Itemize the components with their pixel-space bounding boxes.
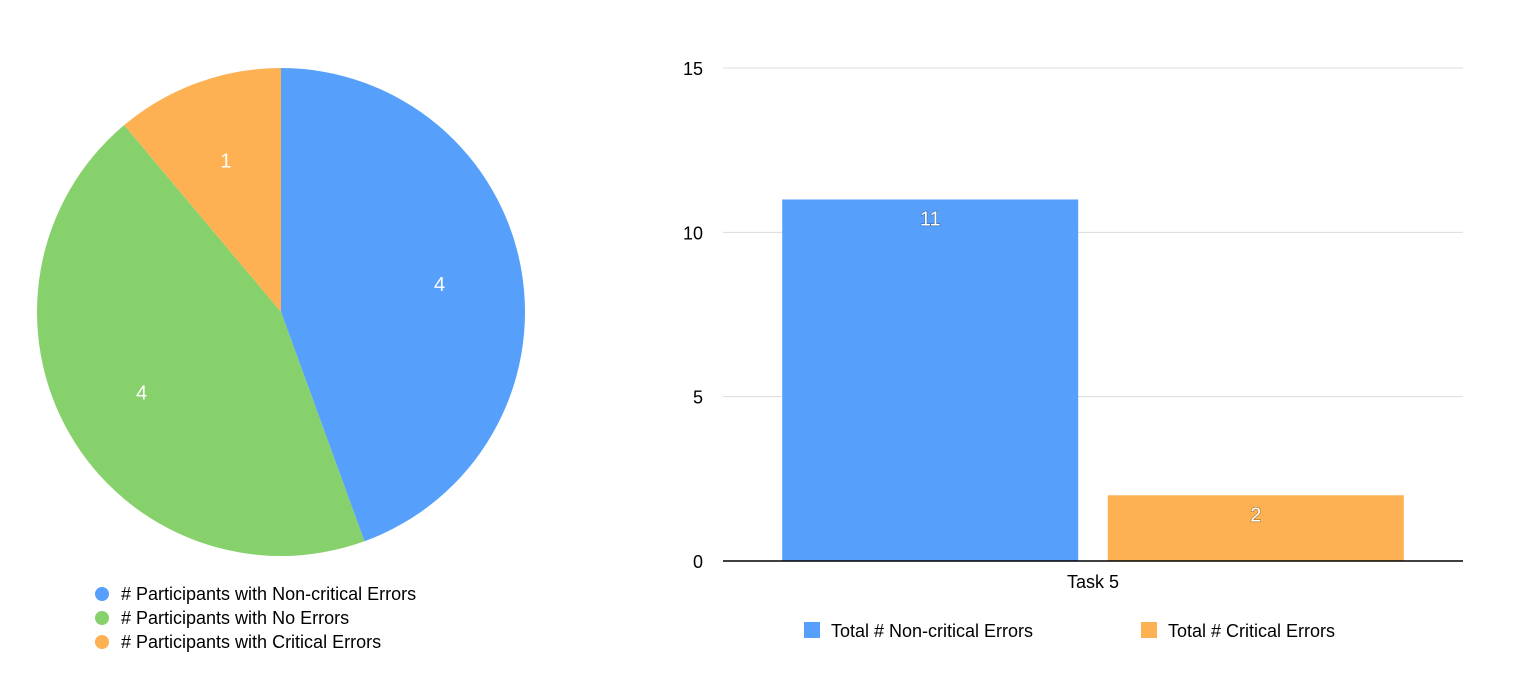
legend-marker xyxy=(95,611,109,625)
legend-label: # Participants with Non-critical Errors xyxy=(121,584,416,604)
legend-label: # Participants with No Errors xyxy=(121,608,349,628)
legend-marker xyxy=(95,635,109,649)
legend-marker xyxy=(804,622,820,638)
pie-legend: # Participants with Non-critical Errors #… xyxy=(95,584,416,652)
bar-data-label: 2 xyxy=(1250,504,1261,526)
bar-data-label: 11 xyxy=(920,208,941,230)
pie-slice xyxy=(281,68,525,542)
bar xyxy=(1107,495,1404,561)
legend-label: # Participants with Critical Errors xyxy=(121,632,381,652)
x-tick-label: Task 5 xyxy=(1067,572,1119,592)
y-tick-label: 15 xyxy=(683,59,703,79)
bar-chart: 0 5 10 15 11 2 Task 5 xyxy=(683,59,1463,592)
pie-data-label: 4 xyxy=(434,274,445,296)
pie-data-label: 1 xyxy=(220,151,231,173)
bar xyxy=(782,199,1079,561)
y-tick-label: 0 xyxy=(693,552,703,572)
legend-label: Total # Non-critical Errors xyxy=(831,621,1033,641)
bar-legend: Total # Non-critical Errors Total # Criti… xyxy=(804,621,1335,641)
legend-marker xyxy=(95,587,109,601)
y-tick-label: 5 xyxy=(693,388,703,408)
legend-label: Total # Critical Errors xyxy=(1168,621,1335,641)
pie-slice xyxy=(37,125,365,556)
y-tick-label: 10 xyxy=(683,223,703,243)
pie-chart: 4 4 1 xyxy=(37,68,525,556)
pie-data-label: 4 xyxy=(136,383,147,405)
legend-marker xyxy=(1141,622,1157,638)
pie-slice xyxy=(124,68,281,312)
